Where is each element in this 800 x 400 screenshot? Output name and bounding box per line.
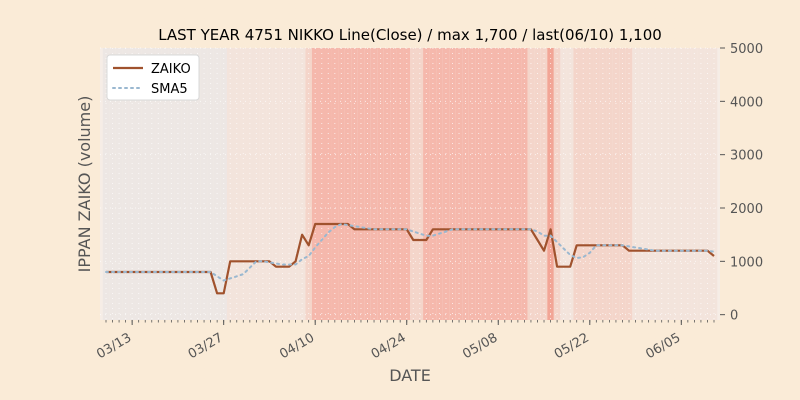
legend-label-sma5: SMA5 — [151, 82, 188, 97]
series-line-sma5 — [105, 223, 715, 282]
y-tick-label: 3000 — [730, 149, 763, 164]
y-tick-label: 2000 — [730, 202, 763, 217]
legend-label-zaiko: ZAIKO — [151, 62, 191, 77]
x-tick-label: 04/24 — [369, 330, 409, 362]
x-tick-label: 04/10 — [277, 330, 317, 362]
chart-title: LAST YEAR 4751 NIKKO Line(Close) / max 1… — [158, 26, 662, 44]
x-tick-label: 03/27 — [186, 330, 226, 362]
x-tick-label: 03/13 — [94, 330, 134, 362]
y-tick-label: 0 — [730, 309, 738, 324]
x-tick-label: 05/08 — [460, 330, 500, 362]
x-axis-label: DATE — [389, 366, 431, 385]
y-tick-label: 4000 — [730, 95, 763, 110]
legend-box — [106, 54, 200, 101]
y-tick-label: 5000 — [730, 42, 763, 57]
y-axis-label: IPPAN ZAIKO (volume) — [75, 96, 94, 273]
x-tick-label: 06/05 — [643, 330, 683, 362]
x-tick-label: 05/22 — [552, 330, 592, 362]
y-tick-label: 1000 — [730, 255, 763, 270]
